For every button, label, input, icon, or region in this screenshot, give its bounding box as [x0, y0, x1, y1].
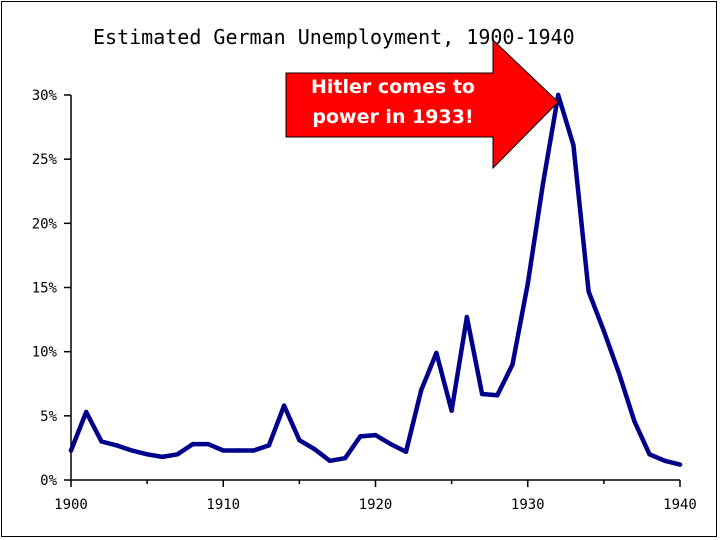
x-tick-label: 1930: [511, 497, 545, 513]
data-point: [418, 387, 424, 393]
data-point: [571, 142, 576, 148]
data-point: [175, 452, 180, 457]
y-tick-label: 20%: [32, 216, 58, 232]
y-tick-label: 5%: [40, 409, 57, 425]
data-point: [510, 362, 515, 367]
y-tick-labels: 0% 5% 10% 15% 20% 25% 30%: [32, 88, 58, 489]
data-point: [114, 443, 119, 448]
callout-arrow: [285, 38, 559, 170]
callout-text-line2: power in 1933!: [312, 106, 473, 128]
x-tick-labels: 1900 1910 1920 1930 1940: [54, 497, 697, 513]
data-point: [205, 441, 211, 447]
y-tick-label: 10%: [32, 345, 58, 361]
x-tick-label: 1910: [206, 497, 240, 513]
annotation-callout: Hitler comes to power in 1933!: [285, 38, 559, 170]
data-point: [236, 448, 241, 453]
data-point: [449, 408, 454, 413]
data-point: [221, 448, 226, 453]
x-tick-label: 1920: [359, 497, 393, 513]
y-tick-label: 15%: [32, 281, 58, 297]
data-point: [525, 281, 530, 286]
data-point: [251, 448, 256, 453]
data-point: [129, 448, 135, 453]
data-point: [84, 409, 89, 415]
data-point: [99, 439, 104, 444]
data-point: [327, 458, 333, 463]
data-point: [190, 441, 195, 447]
y-tick-label: 0%: [40, 473, 57, 489]
data-point: [677, 462, 683, 467]
data-point: [434, 350, 439, 356]
data-point: [601, 328, 607, 334]
data-point: [479, 391, 485, 397]
data-point: [662, 458, 667, 463]
chart-title: Estimated German Unemployment, 1900-1940: [93, 25, 575, 49]
data-points: [68, 92, 683, 467]
data-point: [647, 452, 652, 457]
data-point: [281, 403, 287, 408]
tick-marks: [64, 94, 681, 487]
data-point: [312, 447, 317, 452]
callout-text-line1: Hitler comes to: [311, 76, 475, 98]
y-tick-label: 25%: [32, 152, 58, 168]
data-point: [342, 455, 348, 461]
data-point: [144, 452, 150, 457]
data-point: [495, 393, 500, 398]
data-point: [373, 432, 378, 438]
data-point: [68, 448, 74, 453]
series-line-unemployment: [68, 92, 683, 467]
data-point: [632, 418, 637, 424]
data-point: [586, 289, 591, 294]
data-point: [616, 371, 622, 376]
data-point: [160, 454, 165, 460]
data-point: [403, 449, 409, 454]
x-tick-label: 1900: [54, 497, 88, 513]
data-point: [388, 441, 393, 447]
data-point: [556, 92, 561, 98]
data-point: [358, 434, 363, 439]
data-point: [297, 438, 302, 443]
x-tick-label: 1940: [663, 497, 697, 513]
data-point: [266, 443, 272, 448]
data-point: [540, 181, 546, 186]
y-tick-label: 30%: [32, 88, 58, 104]
data-point: [464, 314, 470, 320]
